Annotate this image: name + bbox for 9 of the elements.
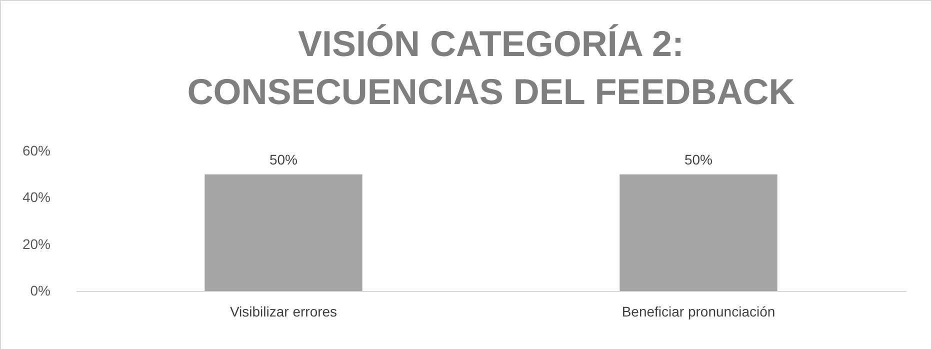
y-tick-label: 40% (22, 189, 50, 206)
x-tick-label: Visibilizar errores (230, 304, 338, 320)
y-tick-label: 0% (30, 282, 50, 298)
data-label: 50% (269, 151, 298, 168)
y-tick-label: 60% (22, 142, 50, 158)
y-tick-label: 20% (22, 236, 50, 252)
chart-title: VISIÓN CATEGORÍA 2: CONSECUENCIAS DEL FEEDBACK (187, 23, 795, 112)
data-label: 50% (684, 151, 713, 168)
x-tick-label: Beneficiar pronunciación (622, 304, 776, 320)
